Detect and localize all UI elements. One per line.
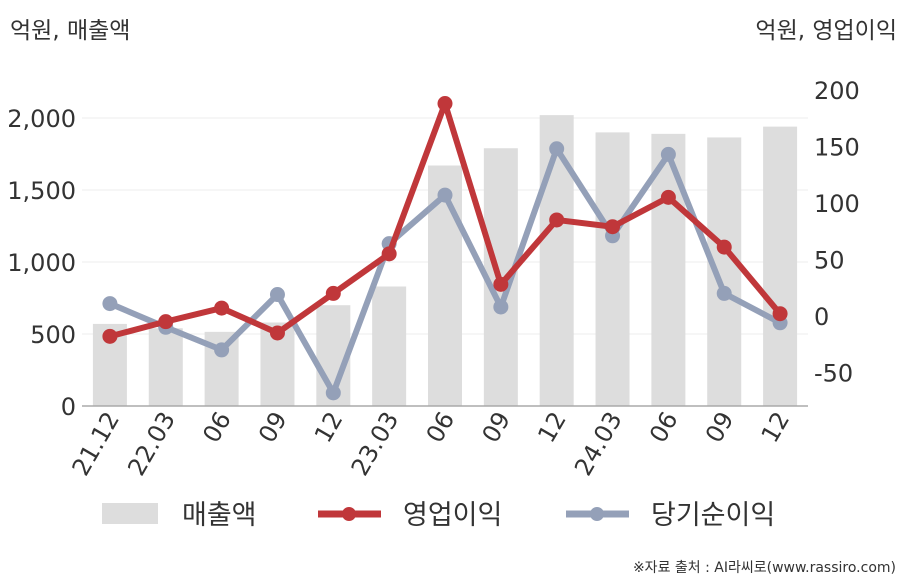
left-tick-label: 500 — [30, 321, 76, 349]
operating-profit-point — [269, 325, 285, 341]
operating-profit-point — [214, 300, 230, 316]
legend-marker-net-income — [590, 507, 604, 521]
operating-profit-point — [660, 189, 676, 205]
source-note: ※자료 출처 : AI라씨로(www.rassiro.com) — [633, 560, 896, 576]
net-income-point — [437, 187, 453, 203]
x-tick-label: 23.03 — [346, 407, 405, 481]
net-income-point — [493, 299, 509, 315]
operating-profit-point — [325, 285, 341, 301]
net-income-point — [660, 146, 676, 162]
operating-profit-point — [605, 219, 621, 235]
operating-profit-point — [716, 239, 732, 255]
operating-profit-point — [102, 328, 118, 344]
revenue-bar — [595, 132, 630, 406]
net-income-point — [269, 287, 285, 303]
right-tick-label: 0 — [814, 303, 829, 331]
left-tick-label: 1,000 — [7, 249, 76, 277]
right-tick-label: 100 — [814, 190, 860, 218]
left-tick-label: 0 — [61, 393, 76, 421]
legend-label-net-income: 당기순이익 — [651, 500, 775, 531]
legend-label-revenue: 매출액 — [182, 500, 257, 531]
operating-profit-point — [493, 276, 509, 292]
x-tick-label: 06 — [421, 407, 461, 447]
net-income-point — [102, 296, 118, 312]
revenue-bars — [92, 115, 798, 407]
x-tick-label: 12 — [309, 407, 349, 447]
right-tick-label: -50 — [814, 360, 853, 388]
operating-profit-point — [437, 96, 453, 112]
revenue-bar — [539, 115, 574, 407]
left-axis-ticks: 0 500 1,000 1,500 2,000 — [7, 105, 76, 421]
right-axis-ticks: -50 0 50 100 150 200 — [814, 77, 860, 388]
net-income-point — [325, 385, 341, 401]
right-tick-label: 50 — [814, 247, 845, 275]
x-tick-label: 09 — [700, 407, 740, 447]
revenue-bar — [372, 286, 407, 406]
x-tick-label: 06 — [644, 407, 684, 447]
x-tick-label: 09 — [253, 407, 293, 447]
operating-profit-point — [772, 306, 788, 322]
left-tick-label: 1,500 — [7, 177, 76, 205]
right-tick-label: 200 — [814, 77, 860, 105]
operating-profit-point — [549, 212, 565, 228]
revenue-bar — [148, 328, 183, 406]
x-tick-label: 24.03 — [569, 407, 628, 481]
x-tick-label: 22.03 — [122, 407, 181, 481]
legend-marker-operating-profit — [342, 507, 356, 521]
operating-profit-point — [381, 246, 397, 262]
left-tick-label: 2,000 — [7, 105, 76, 133]
right-tick-label: 150 — [814, 134, 860, 162]
x-tick-label: 12 — [756, 407, 796, 447]
left-axis-title: 억원, 매출액 — [10, 18, 130, 44]
legend-label-operating-profit: 영업이익 — [403, 500, 502, 531]
legend: 매출액 영업이익 당기순이익 — [102, 500, 775, 531]
net-income-point — [716, 285, 732, 301]
net-income-point — [214, 342, 230, 358]
x-tick-label: 06 — [197, 407, 237, 447]
x-tick-label: 09 — [477, 407, 517, 447]
profit-lines — [102, 96, 788, 401]
right-axis-title: 억원, 영업이익 — [755, 18, 897, 44]
legend-swatch-revenue — [102, 503, 158, 524]
net-income-point — [549, 141, 565, 157]
operating-profit-point — [158, 314, 174, 330]
revenue-bar — [763, 126, 798, 406]
x-tick-label: 12 — [532, 407, 572, 447]
